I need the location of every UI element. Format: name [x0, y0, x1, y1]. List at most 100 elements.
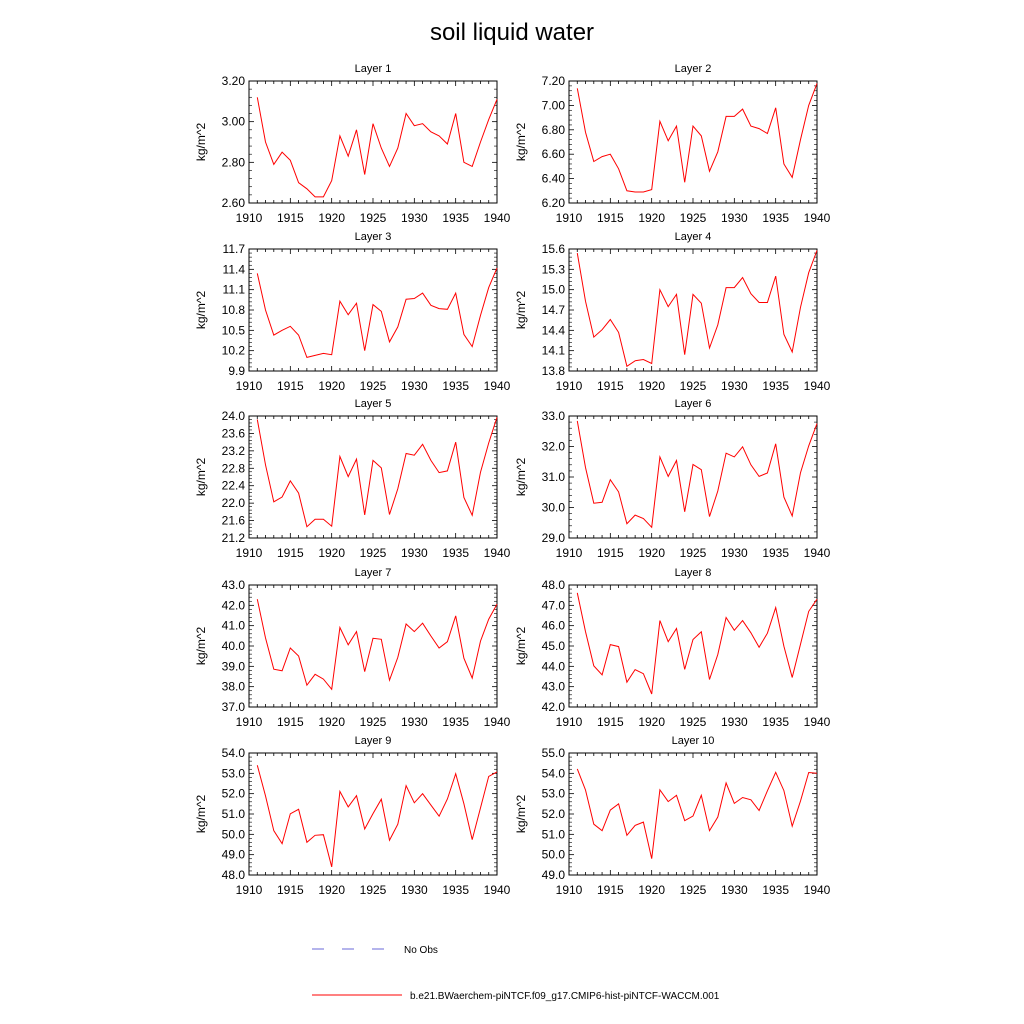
y-tick-label: 39.0 — [222, 659, 246, 673]
y-tick-label: 2.80 — [222, 155, 246, 169]
legend-obs-label: No Obs — [404, 945, 438, 956]
panel-title: Layer 6 — [675, 398, 712, 410]
legend: No Obs b.e21.BWaerchem-piNTCF.f09_g17.CM… — [312, 945, 720, 1002]
x-tick-label: 1925 — [680, 211, 707, 225]
series-line — [576, 83, 818, 193]
y-tick-label: 51.0 — [542, 827, 566, 841]
y-axis-label: kg/m^2 — [194, 795, 208, 834]
y-axis-label: kg/m^2 — [194, 627, 208, 666]
y-tick-label: 23.6 — [222, 426, 246, 440]
x-tick-label: 1920 — [638, 379, 665, 393]
x-tick-label: 1935 — [762, 379, 789, 393]
y-tick-label: 48.0 — [542, 578, 566, 592]
y-tick-label: 37.0 — [222, 700, 246, 714]
y-tick-label: 9.9 — [228, 364, 245, 378]
x-tick-label: 1920 — [638, 715, 665, 729]
y-tick-label: 2.60 — [222, 196, 246, 210]
panel-2: Layer 2 1910 1915 1920 1925 1930 1935 1940 6.20 6… — [514, 63, 831, 225]
x-tick-label: 1920 — [638, 211, 665, 225]
panel-title: Layer 8 — [675, 567, 712, 579]
y-tick-label: 54.0 — [222, 746, 246, 760]
x-tick-label: 1940 — [484, 715, 511, 729]
y-tick-label: 40.0 — [222, 639, 246, 653]
y-tick-label: 21.2 — [222, 531, 246, 545]
x-tick-label: 1910 — [556, 211, 583, 225]
panel-3: Layer 3 1910 1915 1920 1925 1930 1935 1940 9.9 10… — [194, 231, 511, 393]
x-tick-label: 1935 — [442, 379, 469, 393]
panel-9: Layer 9 1910 1915 1920 1925 1930 1935 1940 48.0 4… — [194, 735, 511, 897]
y-tick-label: 30.0 — [542, 501, 566, 515]
panel-title: Layer 10 — [672, 735, 715, 747]
y-tick-label: 21.6 — [222, 514, 246, 528]
x-tick-label: 1910 — [236, 379, 263, 393]
panel-1: Layer 1 1910 1915 1920 1925 1930 1935 1940 2.60 2… — [194, 63, 511, 225]
y-tick-label: 49.0 — [222, 848, 246, 862]
x-tick-label: 1940 — [804, 379, 831, 393]
y-tick-label: 44.0 — [542, 659, 566, 673]
y-tick-label: 42.0 — [542, 700, 566, 714]
y-tick-label: 7.00 — [542, 98, 566, 112]
y-tick-label: 15.0 — [542, 283, 566, 297]
panel-title: Layer 9 — [355, 735, 392, 747]
x-tick-label: 1940 — [484, 546, 511, 560]
x-tick-label: 1930 — [721, 546, 748, 560]
x-tick-label: 1925 — [360, 883, 387, 897]
panel-title: Layer 7 — [355, 567, 392, 579]
y-tick-label: 52.0 — [542, 807, 566, 821]
legend-model-label: b.e21.BWaerchem-piNTCF.f09_g17.CMIP6-his… — [410, 991, 720, 1002]
x-tick-label: 1910 — [556, 546, 583, 560]
plot-frame — [248, 415, 498, 539]
x-tick-label: 1915 — [277, 715, 304, 729]
y-tick-label: 43.0 — [222, 578, 246, 592]
y-tick-label: 24.0 — [222, 409, 246, 423]
y-tick-label: 29.0 — [542, 531, 566, 545]
y-tick-label: 14.7 — [542, 303, 566, 317]
panel-10: Layer 10 1910 1915 1920 1925 1930 1935 1940 49.0… — [514, 735, 831, 897]
y-tick-label: 41.0 — [222, 619, 246, 633]
x-tick-label: 1915 — [277, 883, 304, 897]
y-tick-label: 11.1 — [223, 283, 246, 297]
x-tick-label: 1920 — [638, 546, 665, 560]
x-tick-label: 1910 — [556, 715, 583, 729]
y-tick-label: 15.3 — [542, 262, 566, 276]
panel-title: Layer 1 — [355, 63, 392, 75]
x-tick-label: 1915 — [277, 546, 304, 560]
y-tick-label: 55.0 — [542, 746, 566, 760]
y-tick-label: 11.7 — [223, 242, 246, 256]
y-tick-label: 53.0 — [542, 787, 566, 801]
series-line — [256, 97, 498, 198]
plot-frame — [568, 752, 818, 876]
y-tick-label: 43.0 — [542, 680, 566, 694]
plot-frame — [248, 248, 498, 372]
x-tick-label: 1935 — [442, 883, 469, 897]
x-tick-label: 1935 — [762, 546, 789, 560]
y-tick-label: 22.4 — [222, 479, 246, 493]
series-line — [256, 267, 498, 358]
y-axis-label: kg/m^2 — [194, 458, 208, 497]
x-tick-label: 1930 — [401, 379, 428, 393]
y-tick-label: 38.0 — [222, 680, 246, 694]
series-line — [256, 417, 498, 528]
x-tick-label: 1930 — [721, 211, 748, 225]
x-tick-label: 1930 — [721, 883, 748, 897]
panel-7: Layer 7 1910 1915 1920 1925 1930 1935 1940 37.0 3… — [194, 567, 511, 729]
x-tick-label: 1920 — [318, 883, 345, 897]
y-axis-label: kg/m^2 — [194, 291, 208, 330]
y-tick-label: 32.0 — [542, 440, 566, 454]
y-tick-label: 7.20 — [542, 74, 566, 88]
x-tick-label: 1935 — [442, 211, 469, 225]
panels: Layer 1 1910 1915 1920 1925 1930 1935 1940 2.60 2… — [194, 63, 831, 897]
x-tick-label: 1920 — [638, 883, 665, 897]
x-tick-label: 1940 — [804, 883, 831, 897]
x-tick-label: 1930 — [401, 546, 428, 560]
x-tick-label: 1915 — [597, 715, 624, 729]
y-tick-label: 14.1 — [542, 344, 566, 358]
x-tick-label: 1930 — [401, 211, 428, 225]
x-tick-label: 1935 — [442, 715, 469, 729]
x-tick-label: 1930 — [401, 883, 428, 897]
x-tick-label: 1910 — [556, 883, 583, 897]
panel-4: Layer 4 1910 1915 1920 1925 1930 1935 1940 13.8 1… — [514, 231, 831, 393]
x-tick-label: 1915 — [597, 379, 624, 393]
panel-5: Layer 5 1910 1915 1920 1925 1930 1935 1940 21.2 2… — [194, 398, 511, 560]
x-tick-label: 1910 — [556, 379, 583, 393]
